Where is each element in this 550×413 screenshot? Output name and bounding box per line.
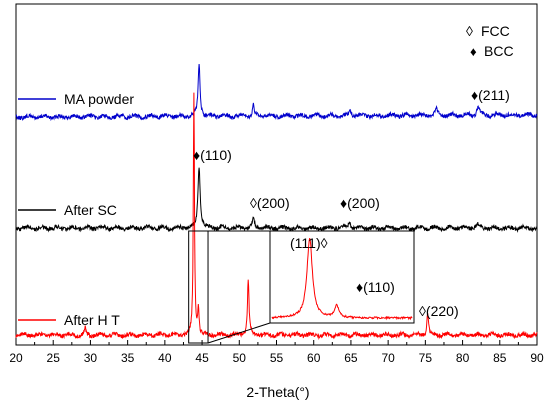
- peak-annotation-2: ◊(200): [250, 195, 290, 211]
- legend-fcc-label: FCC: [481, 23, 510, 39]
- x-tick-label-4: 40: [158, 351, 172, 365]
- x-axis-label: 2-Theta(°): [246, 384, 309, 400]
- x-tick-label-2: 30: [84, 351, 98, 365]
- x-tick-label-5: 45: [195, 351, 209, 365]
- peak-annotation-4: ◊(220): [419, 303, 459, 319]
- peak-annotation-1: ♦(110): [193, 147, 232, 163]
- legend-fcc-symbol: ◊: [466, 23, 473, 39]
- x-tick-label-10: 70: [381, 351, 395, 365]
- x-tick-label-0: 20: [9, 351, 23, 365]
- x-tick-label-13: 85: [493, 351, 507, 365]
- x-tick-label-9: 65: [344, 351, 358, 365]
- x-tick-label-12: 80: [456, 351, 470, 365]
- x-tick-label-1: 25: [47, 351, 61, 365]
- peak-annotation-3: ♦(200): [340, 195, 380, 211]
- zoom-connector-bottom: [207, 322, 271, 344]
- series-line-1: [15, 167, 538, 233]
- peak-annotation-0: ♦(211): [471, 87, 510, 103]
- x-tick-label-7: 55: [270, 351, 284, 365]
- series-line-2: [15, 92, 538, 340]
- legend: ◊ FCC ♦ BCC: [466, 23, 514, 59]
- inset-frame: [269, 230, 415, 324]
- x-tick-label-3: 35: [121, 351, 135, 365]
- x-tick-label-11: 75: [419, 351, 433, 365]
- series-label-2: After H T: [64, 312, 120, 328]
- series-line-0: [15, 63, 538, 122]
- inset-label-110: ♦(110): [356, 279, 395, 295]
- x-tick-label-14: 90: [530, 351, 544, 365]
- zoom-box: [188, 230, 209, 344]
- inset-series-line: [271, 237, 413, 321]
- x-tick-label-6: 50: [233, 351, 247, 365]
- x-tick-label-8: 60: [307, 351, 321, 365]
- series-label-1: After SC: [64, 202, 117, 218]
- series-label-0: MA powder: [64, 91, 134, 107]
- legend-bcc-symbol: ♦: [470, 44, 477, 59]
- legend-bcc-label: BCC: [484, 43, 514, 59]
- inset-label-111: (111)◊: [290, 235, 328, 251]
